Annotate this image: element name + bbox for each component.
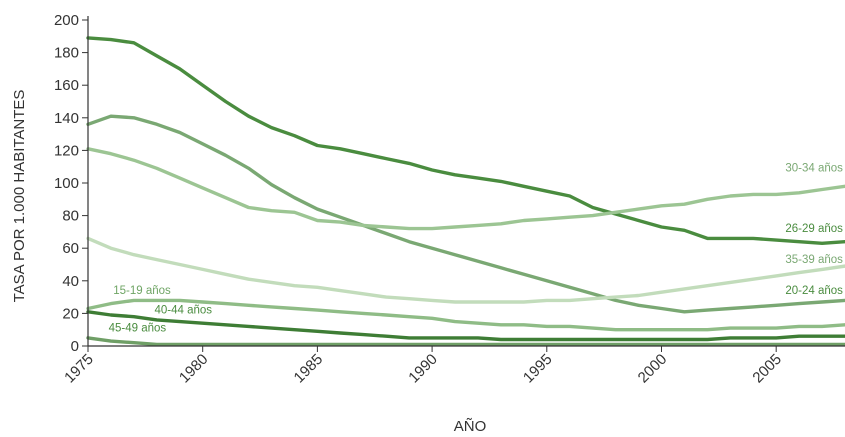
- y-tick-label: 120: [54, 142, 79, 159]
- series-line-0: [86, 36, 845, 246]
- series-line-5: [86, 310, 845, 342]
- y-tick-label: 140: [54, 110, 79, 127]
- y-tick-label: 20: [62, 305, 79, 322]
- x-tick-label: 1975: [61, 351, 97, 387]
- series-label: 40-44 años: [155, 304, 213, 316]
- x-axis-title: AÑO: [454, 418, 487, 435]
- series-label: 20-24 años: [785, 285, 843, 297]
- series-label: 35-39 años: [785, 254, 843, 266]
- x-tick-label: 1995: [520, 351, 556, 387]
- series-label: 15-19 años: [113, 285, 171, 297]
- axes-layer: 0 20 40 60 80 100 120 140 160 180 200 1975 1980 1985 1…: [54, 12, 845, 386]
- y-tick-label: 160: [54, 77, 79, 94]
- x-tick-label: 1980: [176, 351, 212, 387]
- x-tick-label: 2005: [749, 351, 785, 387]
- series-line-1: [86, 114, 845, 314]
- x-tick-label: 1990: [405, 351, 441, 387]
- y-tick-label: 60: [62, 240, 79, 257]
- series-label: 45-49 años: [109, 322, 167, 334]
- x-tick-label: 1985: [291, 351, 327, 387]
- series-label: 26-29 años: [785, 223, 843, 235]
- y-tick-label: 200: [54, 12, 79, 29]
- series-layer: [86, 36, 845, 347]
- labels-layer: 30-34 años 26-29 años 35-39 años 20-24 años…: [109, 163, 844, 335]
- y-tick-label: 180: [54, 45, 79, 62]
- y-tick-label: 100: [54, 175, 79, 192]
- y-tick-label: 40: [62, 273, 79, 290]
- series-line-6: [86, 336, 845, 347]
- series-label: 30-34 años: [785, 163, 843, 175]
- x-tick-label: 2000: [635, 351, 671, 387]
- series-line-2: [86, 147, 845, 231]
- y-tick-label: 0: [71, 338, 79, 355]
- series-line-3: [86, 236, 845, 304]
- y-axis-title: TASA POR 1.000 HABITANTES: [11, 90, 28, 303]
- y-tick-label: 80: [62, 208, 79, 225]
- series-line-4: [86, 298, 845, 332]
